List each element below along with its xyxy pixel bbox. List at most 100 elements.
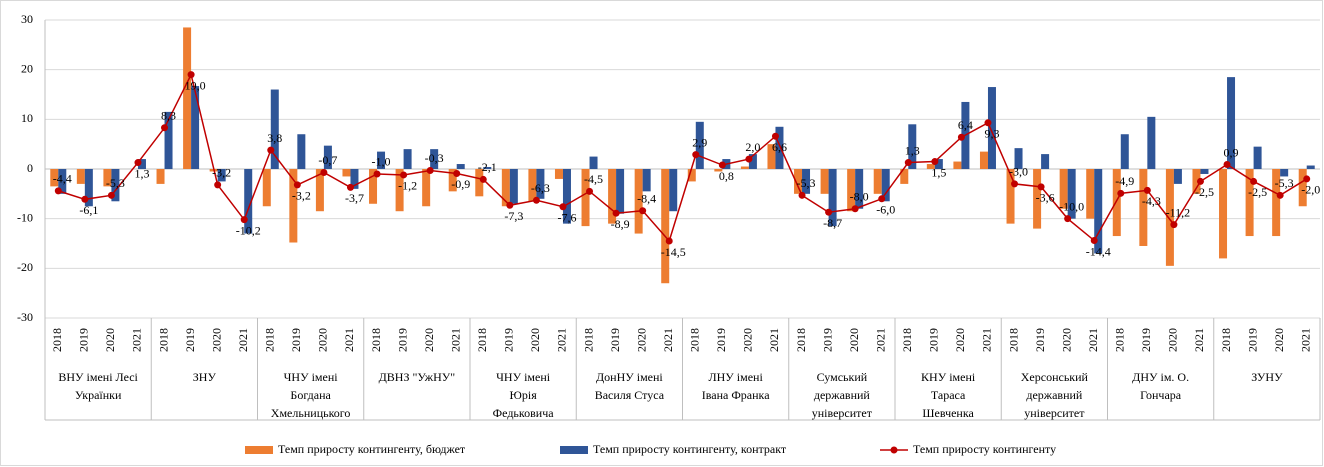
line-marker (1011, 180, 1019, 188)
bar (1139, 169, 1148, 246)
bar (1147, 116, 1156, 169)
group-label: Українки (75, 388, 122, 402)
group-label: ЧНУ імені (284, 370, 339, 384)
group-label: Василя Стуса (595, 388, 665, 402)
line-marker (1064, 215, 1072, 223)
group-label: Івана Франка (702, 388, 770, 402)
legend-swatch (245, 446, 273, 454)
x-tick-label: 2018 (1219, 328, 1233, 352)
line-marker (81, 195, 89, 203)
bar (156, 169, 165, 184)
data-label: -6,0 (876, 203, 895, 217)
bar (342, 169, 351, 177)
line-marker (506, 201, 514, 209)
group-label: Херсонський (1021, 370, 1089, 384)
y-tick-label: 20 (21, 61, 33, 75)
bar (554, 169, 563, 179)
x-tick-label: 2021 (873, 328, 887, 352)
x-tick-label: 2019 (820, 328, 834, 352)
x-tick-label: 2019 (183, 328, 197, 352)
bar (350, 169, 359, 189)
x-tick-label: 2019 (1033, 328, 1047, 352)
group-label: Гончара (1140, 388, 1182, 402)
data-label: -4,5 (584, 172, 603, 186)
legend-label: Темп приросту контингенту, бюджет (278, 442, 466, 456)
bar (900, 169, 909, 184)
bar (58, 169, 67, 194)
bar (1227, 77, 1236, 169)
x-tick-label: 2018 (688, 328, 702, 352)
data-label: -10,2 (236, 223, 261, 237)
bar (562, 169, 571, 224)
bar (244, 169, 253, 234)
x-tick-label: 2021 (767, 328, 781, 352)
data-label: -5,3 (106, 176, 125, 190)
group-label: ДВНЗ "УжНУ" (379, 370, 456, 384)
bar (1192, 169, 1201, 194)
group-label: ЧНУ імені (496, 370, 551, 384)
data-label: 6,4 (958, 118, 973, 132)
line-marker (586, 187, 594, 195)
legend-label: Темп приросту контингенту, контракт (593, 442, 787, 456)
x-tick-label: 2020 (528, 328, 542, 352)
line-marker (1223, 161, 1231, 169)
line-marker (1303, 175, 1311, 183)
bar (111, 169, 120, 202)
data-label: -8,9 (611, 217, 630, 231)
bar (50, 169, 59, 187)
line-marker (718, 161, 726, 169)
line-marker (479, 175, 487, 183)
line-marker (426, 166, 434, 174)
data-label: 3,8 (267, 131, 282, 145)
data-label: 19,0 (185, 78, 206, 92)
line-marker (1196, 177, 1204, 185)
group-label: ЗНУ (193, 370, 217, 384)
y-tick-label: 10 (21, 111, 33, 125)
bar (794, 169, 803, 194)
bar (76, 169, 85, 184)
bar (881, 169, 890, 202)
bar (1094, 169, 1103, 254)
bar (217, 169, 226, 182)
group-label: КНУ імені (921, 370, 976, 384)
data-label: -1,0 (372, 155, 391, 169)
bar (581, 169, 590, 227)
data-label: -2,5 (1248, 185, 1267, 199)
bar (1006, 169, 1015, 224)
bar (1200, 169, 1209, 174)
bar (820, 169, 829, 194)
line-marker (1143, 186, 1151, 194)
bar (1280, 169, 1289, 177)
x-tick-label: 2020 (103, 328, 117, 352)
x-tick-label: 2020 (847, 328, 861, 352)
x-tick-label: 2021 (130, 328, 144, 352)
line-marker (267, 146, 275, 154)
line (58, 72, 1308, 243)
bar (137, 159, 146, 169)
bar (953, 161, 962, 169)
line-marker (214, 181, 222, 189)
bar (509, 169, 518, 204)
line-marker (825, 208, 833, 216)
bar (448, 169, 457, 192)
x-tick-label: 2020 (1059, 328, 1073, 352)
bar (828, 169, 837, 227)
data-label: -0,7 (318, 153, 337, 167)
bar (103, 169, 112, 187)
group-label: Юрія (510, 388, 538, 402)
line-marker (1037, 183, 1045, 191)
x-tick-label: 2021 (980, 328, 994, 352)
bar (403, 149, 412, 169)
data-label: -8,4 (637, 191, 656, 205)
line-marker (187, 71, 195, 79)
group-label: Федьковича (493, 406, 555, 420)
bar (528, 169, 537, 202)
y-tick-label: -10 (17, 210, 33, 224)
line-marker (1170, 221, 1178, 229)
x-tick-label: 2018 (50, 328, 64, 352)
legend-marker (890, 446, 898, 454)
data-label: -0,9 (451, 177, 470, 191)
group-label: ДонНУ імені (596, 370, 663, 384)
line-marker (240, 216, 248, 224)
data-label: -6,3 (531, 181, 550, 195)
